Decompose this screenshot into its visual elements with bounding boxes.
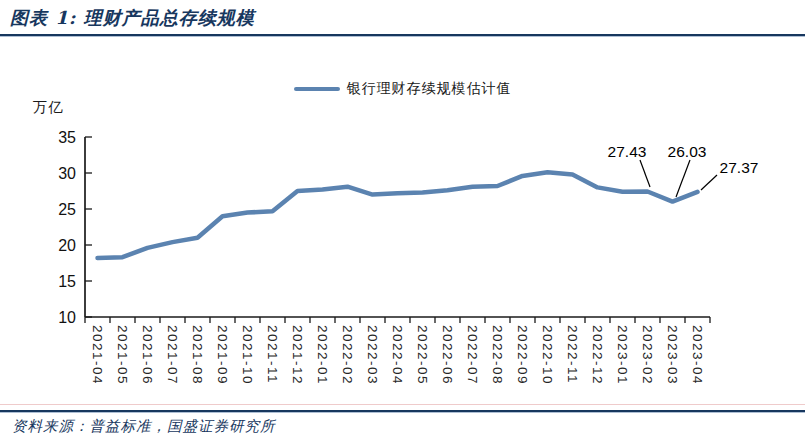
x-tick-label: 2022-03: [365, 325, 380, 385]
series-line: [98, 172, 698, 258]
x-tick-label: 2021-08: [190, 325, 205, 385]
annotation-leader: [640, 160, 650, 187]
legend-line-swatch: [294, 87, 340, 91]
x-tick-label: 2022-07: [465, 325, 480, 385]
x-tick-label: 2022-12: [590, 325, 605, 385]
legend-label: 银行理财存续规模估计值: [347, 80, 512, 98]
x-tick-label: 2022-09: [515, 325, 530, 385]
x-tick-label: 2022-02: [340, 325, 355, 385]
x-tick-label: 2023-01: [615, 325, 630, 385]
x-tick-label: 2022-08: [490, 325, 505, 385]
x-tick-label: 2022-10: [540, 325, 555, 385]
x-tick-label: 2022-11: [565, 325, 580, 384]
x-tick-label: 2021-10: [240, 325, 255, 385]
y-tick-label: 10: [58, 309, 76, 326]
x-tick-label: 2021-07: [165, 325, 180, 385]
figure-card: 图表 1: 理财产品总存续规模 1015202530352021-042021-…: [0, 0, 805, 444]
x-tick-label: 2021-09: [215, 325, 230, 385]
x-tick-label: 2023-03: [665, 325, 680, 385]
footer-rule: [0, 410, 805, 413]
annotation-leader: [701, 175, 717, 190]
x-tick-label: 2021-05: [115, 325, 130, 385]
annotation-value-label: 27.43: [608, 143, 647, 160]
y-axis-unit-label: 万亿: [33, 98, 64, 117]
y-tick-label: 30: [58, 165, 76, 182]
line-chart: 10 15 20 25 30 35 2021-04 2021-05 2021-06 2021-07…: [0, 0, 805, 444]
x-tick-label: 2021-12: [290, 325, 305, 385]
footer-accent-rule: [0, 404, 805, 405]
annotation-leader: [676, 160, 690, 197]
source-note: 资料来源：普益标准，国盛证券研究所: [12, 417, 276, 436]
x-tick-label: 2021-11: [265, 325, 280, 384]
y-tick-label: 20: [58, 237, 76, 254]
annotation-value-label: 26.03: [668, 143, 707, 160]
x-tick-label: 2022-06: [440, 325, 455, 385]
y-tick-label: 15: [58, 273, 76, 290]
x-tick-label: 2022-01: [315, 325, 330, 385]
x-tick-label: 2022-04: [390, 325, 405, 385]
x-tick-label: 2023-04: [690, 325, 705, 385]
y-tick-label: 35: [58, 129, 76, 146]
x-tick-label: 2021-06: [140, 325, 155, 385]
legend: 银行理财存续规模估计值: [0, 80, 805, 98]
y-tick-label: 25: [58, 201, 76, 218]
annotation-value-label: 27.37: [720, 159, 759, 176]
x-tick-label: 2021-04: [90, 325, 105, 385]
x-tick-label: 2022-05: [415, 325, 430, 385]
x-tick-label: 2023-02: [640, 325, 655, 385]
